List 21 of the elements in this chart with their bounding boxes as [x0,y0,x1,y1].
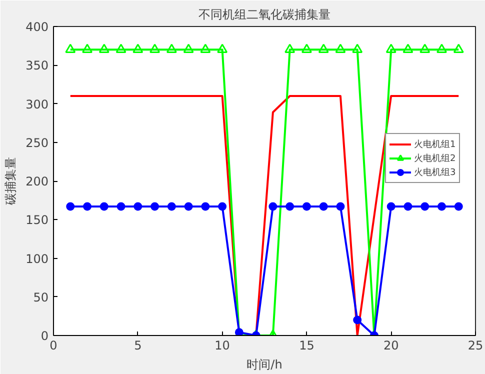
legend-label: 火电机组2 [414,152,456,165]
y-tick-label: 400 [26,20,48,34]
y-tick-label: 250 [26,136,48,150]
y-tick-label: 150 [26,213,48,228]
legend-label: 火电机组1 [414,138,456,151]
y-tick-label: 300 [26,97,48,112]
y-tick-label: 0 [40,329,49,343]
x-tick-label: 20 [383,338,399,352]
x-tick-label: 15 [299,338,314,352]
y-tick-label: 200 [26,174,48,188]
y-tick-label: 350 [26,58,48,73]
y-axis-title: 碳捕集量 [4,157,18,206]
y-tick-label: 100 [26,252,48,266]
y-tick-label: 50 [33,290,49,304]
x-tick-label: 10 [214,338,230,352]
legend-label: 火电机组3 [414,166,456,179]
x-tick-label: 5 [134,338,142,352]
x-tick-label: 0 [50,338,58,352]
x-tick-label: 25 [468,338,484,352]
x-axis-title: 时间/h [246,358,282,372]
chart-title: 不同机组二氧化碳捕集量 [198,8,330,22]
